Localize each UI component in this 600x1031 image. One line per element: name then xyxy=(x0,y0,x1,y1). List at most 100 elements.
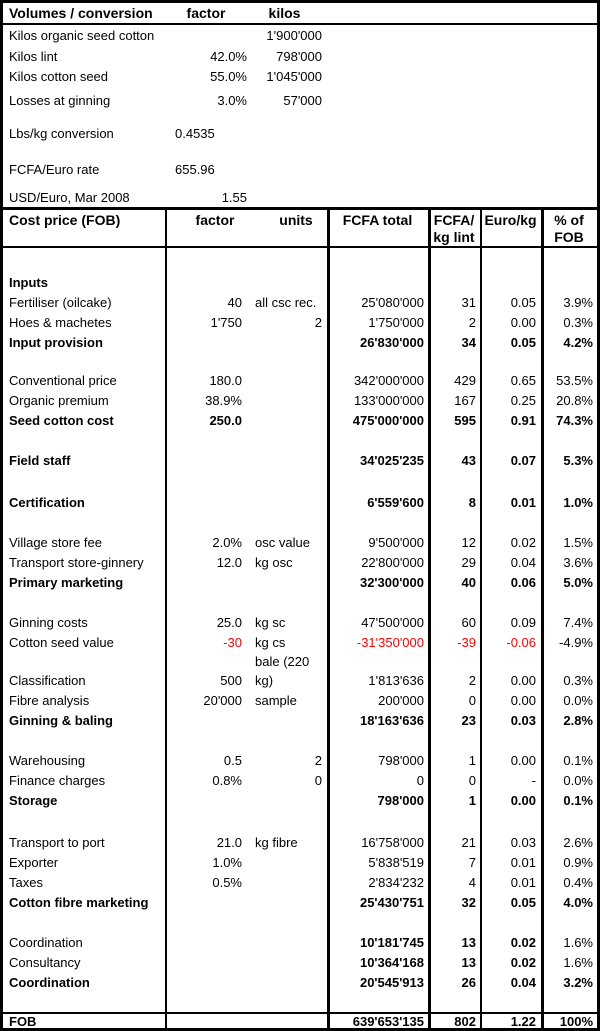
table-row: Certification 6'559'600 8 0.01 1.0% xyxy=(3,492,597,512)
pct-of-fob-cell: 4.2% xyxy=(563,334,593,350)
euro-per-kg-cell: 0.01 xyxy=(510,494,536,510)
factor-cell: 500 xyxy=(220,672,242,688)
pct-of-fob-cell: 1.6% xyxy=(563,954,593,970)
euro-per-kg-cell: 0.00 xyxy=(510,792,536,808)
kilos-cell: 1'900'000 xyxy=(266,28,322,43)
row-label: Hoes & machetes xyxy=(9,314,112,330)
table-row: Seed cotton cost 250.0 475'000'000 595 0.91 7… xyxy=(3,410,597,430)
pct-of-fob-cell: 2.8% xyxy=(563,712,593,728)
euro-per-kg-cell: -0.06 xyxy=(506,634,536,650)
column-divider xyxy=(541,248,544,1012)
factor-cell: 1.0% xyxy=(212,854,242,870)
column-divider xyxy=(165,1014,167,1028)
fcfa-per-kg-header-line2: kg lint xyxy=(433,229,475,245)
row-label: Kilos organic seed cotton xyxy=(9,28,155,43)
fcfa-total-cell: 9'500'000 xyxy=(368,534,424,550)
spacer-row xyxy=(3,430,597,450)
pct-of-fob-cell: 0.9% xyxy=(563,854,593,870)
column-divider xyxy=(327,210,330,246)
euro-per-kg-cell: 0.00 xyxy=(510,672,536,688)
fcfa-per-kg-cell: 32 xyxy=(461,894,476,910)
fcfa-total-cell: 16'758'000 xyxy=(361,834,424,850)
column-divider xyxy=(480,210,482,246)
row-label: Kilos lint xyxy=(9,48,58,64)
table-row: Village store fee 2.0% osc value 9'500'000 1… xyxy=(3,532,597,552)
fcfa-per-kg-cell: 34 xyxy=(461,334,476,350)
spacer-row xyxy=(3,512,597,532)
fcfa-per-kg-cell: 60 xyxy=(461,614,476,630)
column-divider xyxy=(327,248,330,1012)
units-cell: all csc rec. xyxy=(255,294,317,310)
euro-per-kg-cell: 0.07 xyxy=(510,452,536,468)
row-label: Classification xyxy=(9,672,86,688)
units-cell: 2 xyxy=(314,752,322,768)
volumes-row: FCFA/Euro rate 655.96 xyxy=(3,151,597,187)
fcfa-total-cell: 1'750'000 xyxy=(368,314,424,330)
spacer-row xyxy=(3,592,597,612)
column-divider xyxy=(541,210,544,246)
fcfa-total-cell: 10'181'745 xyxy=(359,934,424,950)
row-label: FCFA/Euro rate xyxy=(9,161,100,177)
kilos-cell: 798'000 xyxy=(276,48,322,64)
fcfa-per-kg-cell: 167 xyxy=(454,392,476,408)
fcfa-per-kg-cell: 2 xyxy=(468,314,476,330)
units-column-header: units xyxy=(279,212,313,228)
factor-cell: 12.0 xyxy=(216,554,242,570)
pct-of-fob-cell: -4.9% xyxy=(559,634,593,650)
factor-cell: -30 xyxy=(223,634,242,650)
row-label: Conventional price xyxy=(9,372,117,388)
row-label: Transport to port xyxy=(9,834,105,850)
row-label: Primary marketing xyxy=(9,574,124,590)
pct-of-fob-cell: 1.0% xyxy=(563,494,593,510)
euro-per-kg-cell: 0.02 xyxy=(510,534,536,550)
table-row: Fibre analysis 20'000 sample 200'000 0 0.00 0.… xyxy=(3,690,597,710)
column-divider xyxy=(428,1014,431,1028)
fcfa-total-cell: 25'430'751 xyxy=(359,894,424,910)
factor-cell: 42.0% xyxy=(210,48,247,64)
euro-per-kg-cell: 0.04 xyxy=(510,974,536,990)
fcfa-per-kg-cell: 0 xyxy=(468,772,476,788)
pct-of-fob-cell: 7.4% xyxy=(563,614,593,630)
volumes-row: Kilos lint 42.0% 798'000 xyxy=(3,46,597,66)
spacer-row xyxy=(3,730,597,750)
fcfa-total-cell: 26'830'000 xyxy=(359,334,424,350)
row-label: FOB xyxy=(9,1013,37,1029)
fcfa-per-kg-cell: 802 xyxy=(454,1013,476,1029)
table-row: Ginning & baling 18'163'636 23 0.03 2.8% xyxy=(3,710,597,730)
volumes-kilos-header: kilos xyxy=(268,5,301,21)
euro-per-kg-cell: 0.03 xyxy=(510,712,536,728)
pct-of-fob-header-line1: % of xyxy=(554,212,584,228)
row-label: Lbs/kg conversion xyxy=(9,125,114,141)
row-label: Transport store-ginnery xyxy=(9,554,144,570)
euro-per-kg-cell: 0.02 xyxy=(510,954,536,970)
fcfa-per-kg-cell: 40 xyxy=(461,574,476,590)
table-row: Cotton seed value -30 kg cs -31'350'000 -39 -… xyxy=(3,632,597,652)
table-row: Organic premium 38.9% 133'000'000 167 0.25 20… xyxy=(3,390,597,410)
pct-of-fob-cell: 53.5% xyxy=(556,372,593,388)
factor-cell: 2.0% xyxy=(212,534,242,550)
pct-of-fob-cell: 74.3% xyxy=(556,412,593,428)
spacer-row xyxy=(3,352,597,370)
row-label: Ginning & baling xyxy=(9,712,113,728)
row-label: Ginning costs xyxy=(9,614,88,630)
volumes-header-row: Volumes / conversion factor kilos xyxy=(3,3,597,25)
fcfa-per-kg-cell: 13 xyxy=(461,934,476,950)
pct-of-fob-cell: 0.3% xyxy=(563,672,593,688)
pct-of-fob-cell: 3.2% xyxy=(563,974,593,990)
spacer-row xyxy=(3,912,597,932)
units-cell: sample xyxy=(255,692,297,708)
volumes-rows: Kilos organic seed cotton 1'900'000 Kilos … xyxy=(3,25,597,207)
spacer-row xyxy=(3,992,597,1012)
fcfa-total-cell: 2'834'232 xyxy=(368,874,424,890)
euro-per-kg-cell: 0.00 xyxy=(510,692,536,708)
fcfa-total-cell: 5'838'519 xyxy=(368,854,424,870)
fcfa-total-cell: 342'000'000 xyxy=(353,372,424,388)
volumes-factor-header: factor xyxy=(186,5,226,21)
euro-per-kg-cell: - xyxy=(531,772,536,788)
fcfa-total-cell: 1'813'636 xyxy=(368,672,424,688)
cost-table-rows: Inputs Fertiliser (oilcake) 40 all csc rec.… xyxy=(3,248,597,1012)
pct-of-fob-cell: 1.5% xyxy=(563,534,593,550)
table-row: Transport store-ginnery 12.0 kg osc 22'800'… xyxy=(3,552,597,572)
volumes-row: Lbs/kg conversion 0.4535 xyxy=(3,115,597,151)
